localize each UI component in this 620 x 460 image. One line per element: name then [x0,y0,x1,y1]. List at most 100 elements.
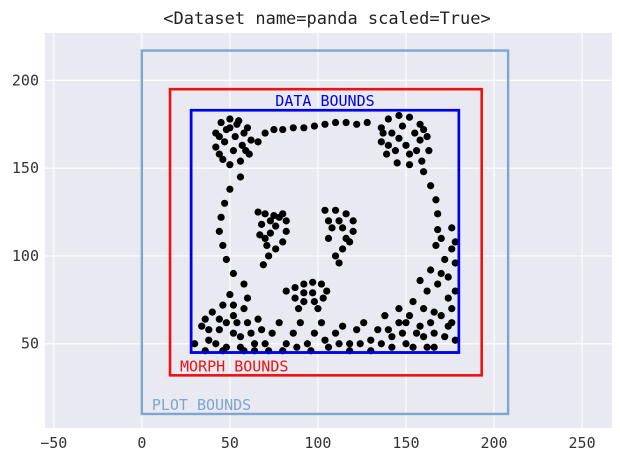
data-point [321,336,329,344]
data-point [282,340,290,348]
data-point [423,343,431,351]
data-point [377,138,385,146]
data-point [342,118,350,127]
data-point [296,319,304,327]
data-point [432,241,440,250]
data-point [427,266,435,274]
data-point [402,319,410,327]
data-point [263,241,271,250]
data-point [402,141,410,149]
data-point [236,173,245,181]
data-point [191,340,199,348]
data-point [416,120,424,128]
data-point [222,319,230,327]
data-point [279,125,287,134]
data-point [221,199,229,207]
chart-title: <Dataset name=panda scaled=True> [163,9,491,29]
data-point [377,340,385,348]
data-point [254,208,262,216]
data-point [342,234,350,242]
data-point [405,150,414,158]
data-point [272,222,280,230]
x-tick-label: 250 [569,434,596,452]
data-point [425,147,433,155]
data-point [261,129,269,137]
data-point [229,147,238,155]
data-point [300,289,308,297]
data-point [331,206,340,214]
data-point [411,129,419,137]
data-point [254,138,262,146]
x-tick-label: 0 [137,434,146,452]
data-point [395,319,403,327]
data-point [405,312,414,320]
data-point [360,319,368,327]
data-point [437,269,445,278]
data-point [391,147,400,155]
data-point [441,333,449,341]
data-point [349,217,357,225]
data-point [300,298,308,306]
data-point [388,129,396,137]
data-point [353,120,361,128]
data-point [331,118,340,127]
data-point [266,217,274,225]
data-point [317,280,326,288]
data-point [409,343,417,351]
data-point [395,134,403,142]
plot-area [45,33,612,428]
data-point [419,333,428,341]
data-point [217,118,225,127]
data-point [219,241,227,250]
data-point [388,333,396,341]
data-point [444,322,452,330]
y-tick-label: 50 [21,335,39,353]
data-point [279,238,287,246]
data-point [261,340,269,348]
data-point [219,155,227,163]
data-point [310,329,319,337]
data-point [353,326,361,334]
data-point [205,326,213,334]
data-point [321,206,329,214]
y-tick-label: 150 [12,159,39,177]
data-point [374,326,382,334]
data-point [331,252,340,260]
data-point [205,336,213,344]
data-point [444,294,452,302]
data-point [310,122,319,130]
data-point [282,287,290,295]
data-point [323,287,331,295]
data-point [229,329,238,337]
data-point [215,326,223,334]
data-point [212,143,220,151]
data-point [317,319,326,327]
data-point [256,231,264,239]
data-point [236,333,245,341]
data-point [261,234,269,242]
data-point [215,227,223,235]
x-tick-label: 150 [392,434,419,452]
data-point [448,245,456,253]
data-point [254,315,262,323]
data-point [451,259,459,267]
data-point [363,118,371,127]
data-point [259,261,267,269]
data-point [242,147,250,155]
data-point [282,217,290,225]
data-point [240,129,248,137]
data-point [437,234,445,242]
data-point [243,124,252,132]
data-point [430,308,438,316]
data-point [367,336,375,344]
data-point [338,322,347,330]
data-point [272,245,280,253]
data-point [423,132,431,141]
data-point [212,340,220,348]
data-point [236,343,245,351]
data-point [384,326,392,334]
data-point [247,329,255,337]
x-tick-label: 100 [304,434,331,452]
data-point [328,224,336,232]
data-point [233,319,241,327]
